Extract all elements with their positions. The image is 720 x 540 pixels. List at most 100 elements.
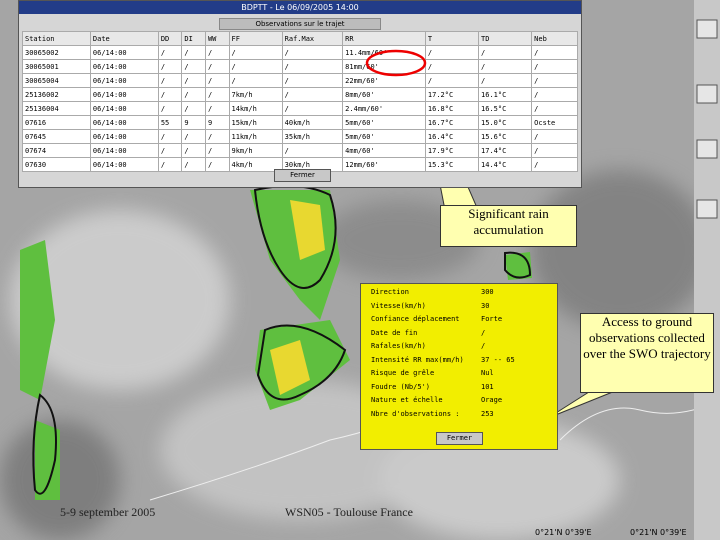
coords: 0°21'N 0°39'E <box>535 528 592 537</box>
table-cell: Ocste <box>531 115 578 130</box>
table-cell: 15.6°C <box>478 129 533 144</box>
table-cell: / <box>157 73 183 88</box>
table-cell: / <box>181 59 206 74</box>
header-cell: DD <box>157 31 183 46</box>
field-label: Confiance déplacement <box>371 315 460 323</box>
table-cell: 4km/h <box>228 157 283 172</box>
table-cell: / <box>424 59 480 74</box>
field-value: 101 <box>481 382 494 391</box>
table-cell: / <box>181 87 206 102</box>
field-label: Risque de grêle <box>371 369 435 377</box>
table-cell: / <box>204 87 230 102</box>
table-cell: / <box>531 129 578 144</box>
table-cell: 06/14:00 <box>89 73 159 88</box>
table-cell: / <box>424 73 480 88</box>
table-cell: / <box>204 157 230 172</box>
table-cell: / <box>157 45 183 60</box>
swo-contours <box>32 185 532 495</box>
table-cell: 06/14:00 <box>89 143 159 158</box>
close-button[interactable]: Fermer <box>274 169 331 182</box>
table-cell: 06/14:00 <box>89 59 159 74</box>
table-cell: / <box>157 157 183 172</box>
field-value: 300 <box>481 288 494 296</box>
table-cell: / <box>181 157 206 172</box>
table-cell: 16.4°C <box>424 129 480 144</box>
table-cell: 9km/h <box>228 143 283 158</box>
table-row: 25136002 06/14:00///7km/h/8mm/60' 17.2°C 16… <box>22 87 578 102</box>
table-cell: 14km/h <box>228 101 283 116</box>
table-cell: / <box>281 45 344 60</box>
table-cell: 11km/h <box>228 129 283 144</box>
table-cell: 06/14:00 <box>89 87 159 102</box>
header-cell: TD <box>478 31 533 46</box>
table-cell: 5mm/60' <box>342 129 426 144</box>
table-cell: 40km/h <box>281 115 344 130</box>
radar-echoes <box>20 190 532 500</box>
header-cell: FF <box>228 31 283 46</box>
table-cell: / <box>478 59 533 74</box>
table-cell: 7km/h <box>228 87 283 102</box>
field-value: 30 <box>481 301 490 310</box>
table-cell: / <box>157 129 183 144</box>
table-cell: 30065001 <box>22 59 91 74</box>
header-cell: Neb <box>531 31 578 46</box>
table-cell: 55 <box>157 115 183 130</box>
window-subtitle: Observations sur le trajet <box>219 18 381 30</box>
field-label: Direction <box>371 288 409 296</box>
field-label: Nature et échelle <box>371 396 443 404</box>
table-cell: / <box>281 101 344 116</box>
table-cell: / <box>181 45 206 60</box>
table-cell: 07645 <box>22 129 91 144</box>
table-row: 07616 06/14:00 55 9 9 15km/h 40km/h 5mm/60' 16.7… <box>22 115 578 130</box>
table-cell: 16.1°C <box>478 87 533 102</box>
header-cell: T <box>424 31 480 46</box>
table-cell: / <box>204 129 230 144</box>
table-cell: 8mm/60' <box>342 87 426 102</box>
field-label: Intensité RR max(mm/h) <box>371 355 464 364</box>
table-cell: 15.3°C <box>424 157 480 172</box>
table-cell: / <box>424 45 480 60</box>
table-cell: 25136004 <box>22 101 91 116</box>
table-cell: / <box>204 101 230 116</box>
table-cell: / <box>204 143 230 158</box>
table-cell: / <box>281 73 344 88</box>
table-cell: / <box>531 143 578 158</box>
table-cell: 9 <box>181 115 206 130</box>
table-cell: 12mm/60' <box>342 157 426 172</box>
toolbar <box>694 0 720 540</box>
table-cell: / <box>228 73 283 88</box>
table-cell: 4mm/60' <box>342 143 426 158</box>
table-cell: / <box>531 73 578 88</box>
table-cell: / <box>181 143 206 158</box>
table-cell: / <box>531 87 578 102</box>
table-row: 25136004 06/14:00///14km/h/2.4mm/60' 16.8°… <box>22 101 578 116</box>
field-value: Forte <box>481 315 503 323</box>
table-row: 30065002 06/14:00// / //11.4mm/60' / / / <box>22 45 578 60</box>
table-header: Station Date DD DI WW FF Raf.Max RR T TD Neb <box>22 31 578 46</box>
field-value: / <box>481 328 486 337</box>
observation-table: Station Date DD DI WW FF Raf.Max RR T TD Neb 300650… <box>22 31 578 172</box>
table-cell: 16.8°C <box>424 101 480 116</box>
field-label: Date de fin <box>371 328 418 337</box>
table-cell: 07630 <box>22 157 91 172</box>
table-cell: / <box>181 73 206 88</box>
table-cell: 15km/h <box>228 115 283 130</box>
table-cell: / <box>157 87 183 102</box>
table-cell: / <box>531 45 578 60</box>
callout: Significant rain accumulation <box>440 205 577 247</box>
table-row: 30065004 06/14:00// / //22mm/60' / / / <box>22 73 578 88</box>
table-cell: / <box>204 73 230 88</box>
footer-center: WSN05 - Toulouse France <box>285 505 413 519</box>
table-cell: 9 <box>204 115 230 130</box>
coords: 0°21'N 0°39'E <box>630 528 687 537</box>
table-cell: / <box>281 143 344 158</box>
header-cell: Date <box>89 31 159 46</box>
table-cell: 06/14:00 <box>89 45 159 60</box>
table-cell: 17.2°C <box>424 87 480 102</box>
table-cell: / <box>157 143 183 158</box>
table-cell: / <box>531 157 578 172</box>
table-cell: / <box>281 59 344 74</box>
close-button[interactable]: Fermer <box>436 432 483 445</box>
field-value: / <box>481 342 486 350</box>
table-cell: / <box>204 45 230 60</box>
